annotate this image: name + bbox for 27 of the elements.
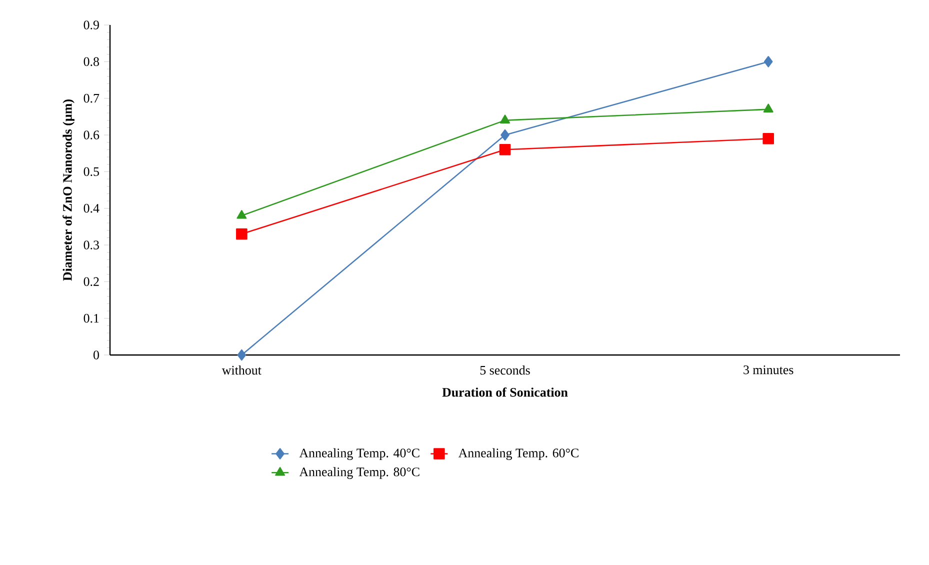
y-tick-label: 0.4 [84, 204, 100, 213]
y-tick-label: 0.1 [84, 314, 99, 323]
y-tick-label: 0 [94, 350, 99, 360]
point [499, 144, 511, 156]
y-tick-label: 0.3 [84, 240, 99, 250]
x-tick-label: without [222, 366, 262, 375]
x-tick-label: 3 minutes [744, 366, 794, 374]
point [236, 228, 248, 240]
x-axis-title: Duration of Sonication [442, 387, 568, 397]
point [764, 56, 773, 68]
legend-label: Annealing Temp. 60°C [458, 448, 578, 460]
y-tick-label: 0.2 [84, 277, 99, 286]
y-tick-label: 0.8 [84, 57, 99, 66]
point [236, 210, 247, 219]
point [500, 114, 510, 124]
legend-label: Annealing Temp. 40°C [299, 448, 420, 460]
legend-label: Annealing Temp. 80°C [299, 467, 420, 479]
point [762, 133, 774, 144]
point [237, 349, 246, 361]
x-tick-label: 5 seconds [480, 366, 530, 375]
y-axis-title: Diameter of ZnO Nanorods (µm) [62, 100, 74, 281]
y-tick-label: 0.5 [84, 167, 99, 176]
y-tick-label: 0.7 [84, 94, 100, 103]
y-tick-label: 0.6 [84, 130, 100, 140]
point [500, 129, 510, 141]
y-tick-label: 0.9 [84, 20, 99, 30]
point [763, 104, 774, 112]
